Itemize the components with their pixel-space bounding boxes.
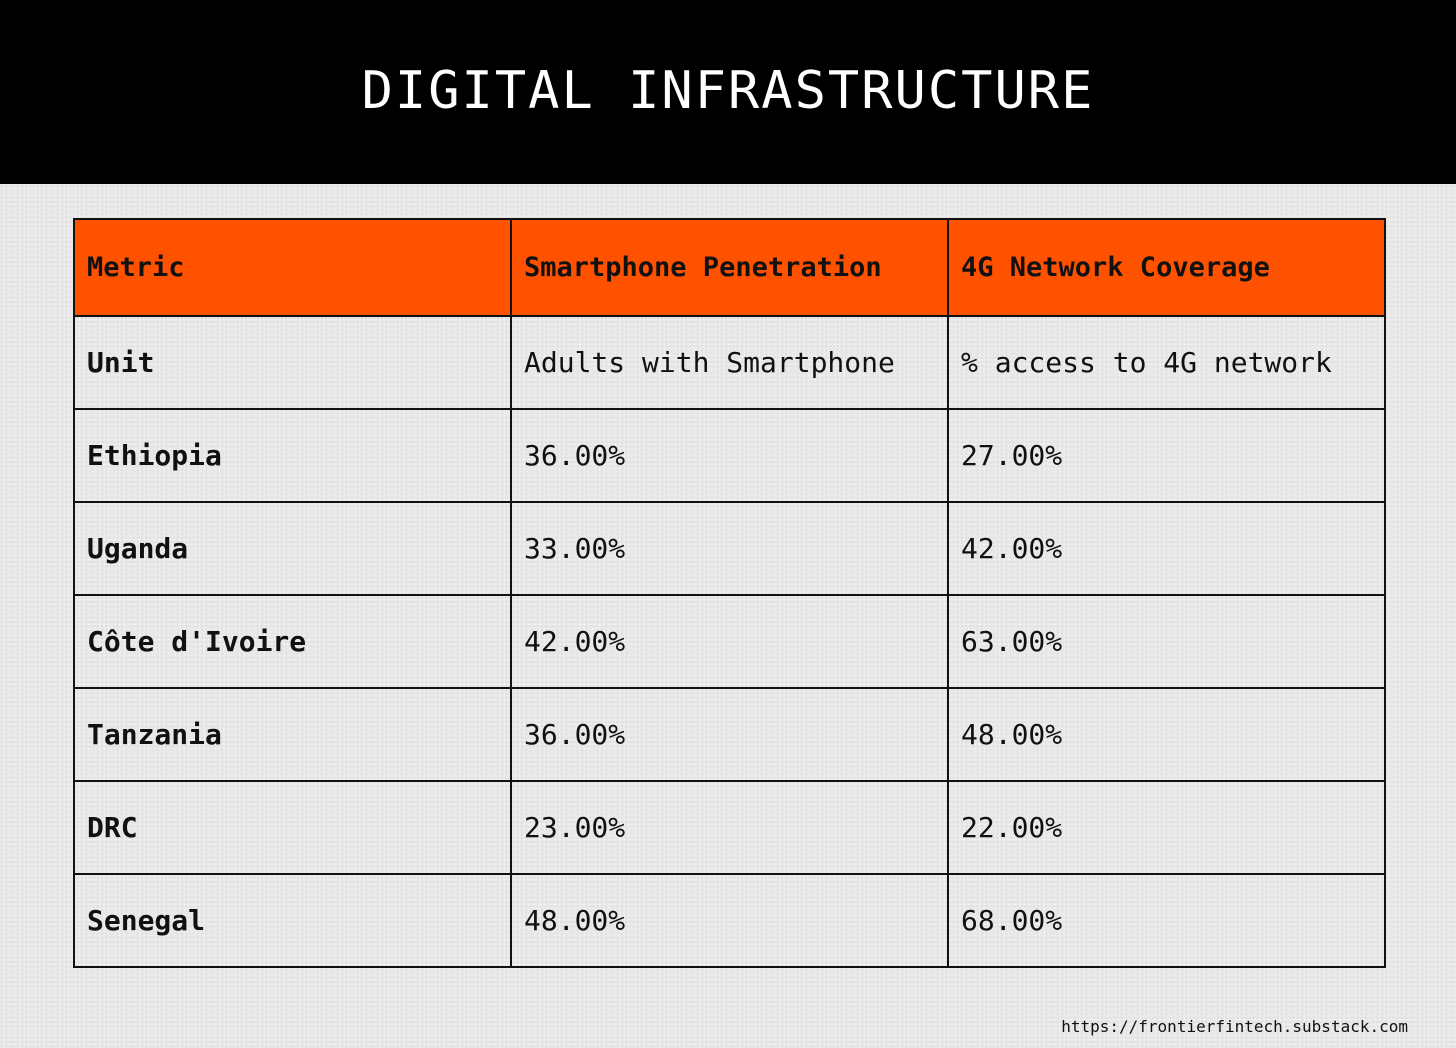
table-row: Unit Adults with Smartphone% access to 4G… [73, 315, 1386, 410]
cell-smartphone-penetration: Adults with Smartphone [510, 315, 949, 410]
row-label: Côte d'Ivoire [73, 594, 512, 689]
cell-4g-network-coverage: 27.00% [947, 408, 1386, 503]
column-header-smartphone-penetration: Smartphone Penetration [510, 218, 949, 317]
cell-4g-network-coverage: 42.00% [947, 501, 1386, 596]
row-label: Senegal [73, 873, 512, 968]
row-label: Unit [73, 315, 512, 410]
column-header-metric: Metric [73, 218, 512, 317]
cell-4g-network-coverage: 48.00% [947, 687, 1386, 782]
table-body: Unit Adults with Smartphone% access to 4G… [73, 315, 1386, 968]
page-title: DIGITAL INFRASTRUCTURE [361, 61, 1095, 121]
source-url: https://frontierfintech.substack.com [1061, 1017, 1408, 1036]
row-label: Tanzania [73, 687, 512, 782]
table-row: Tanzania 36.00% 48.00% [73, 687, 1386, 782]
cell-4g-network-coverage: 68.00% [947, 873, 1386, 968]
cell-smartphone-penetration: 33.00% [510, 501, 949, 596]
cell-4g-network-coverage: 22.00% [947, 780, 1386, 875]
cell-smartphone-penetration: 36.00% [510, 687, 949, 782]
cell-smartphone-penetration: 42.00% [510, 594, 949, 689]
row-label: Ethiopia [73, 408, 512, 503]
title-banner: DIGITAL INFRASTRUCTURE [0, 0, 1456, 184]
cell-smartphone-penetration: 23.00% [510, 780, 949, 875]
cell-4g-network-coverage: 63.00% [947, 594, 1386, 689]
cell-smartphone-penetration: 48.00% [510, 873, 949, 968]
table-row: Uganda 33.00% 42.00% [73, 501, 1386, 596]
cell-smartphone-penetration: 36.00% [510, 408, 949, 503]
row-label: DRC [73, 780, 512, 875]
column-header-4g-network-coverage: 4G Network Coverage [947, 218, 1386, 317]
data-table: Metric Smartphone Penetration 4G Network… [73, 218, 1386, 968]
table-row: Ethiopia 36.00% 27.00% [73, 408, 1386, 503]
table-row: DRC 23.00% 22.00% [73, 780, 1386, 875]
table-row: Senegal 48.00% 68.00% [73, 873, 1386, 968]
table-row: Côte d'Ivoire 42.00% 63.00% [73, 594, 1386, 689]
row-label: Uganda [73, 501, 512, 596]
table-header-row: Metric Smartphone Penetration 4G Network… [73, 218, 1386, 317]
cell-4g-network-coverage: % access to 4G network [947, 315, 1386, 410]
